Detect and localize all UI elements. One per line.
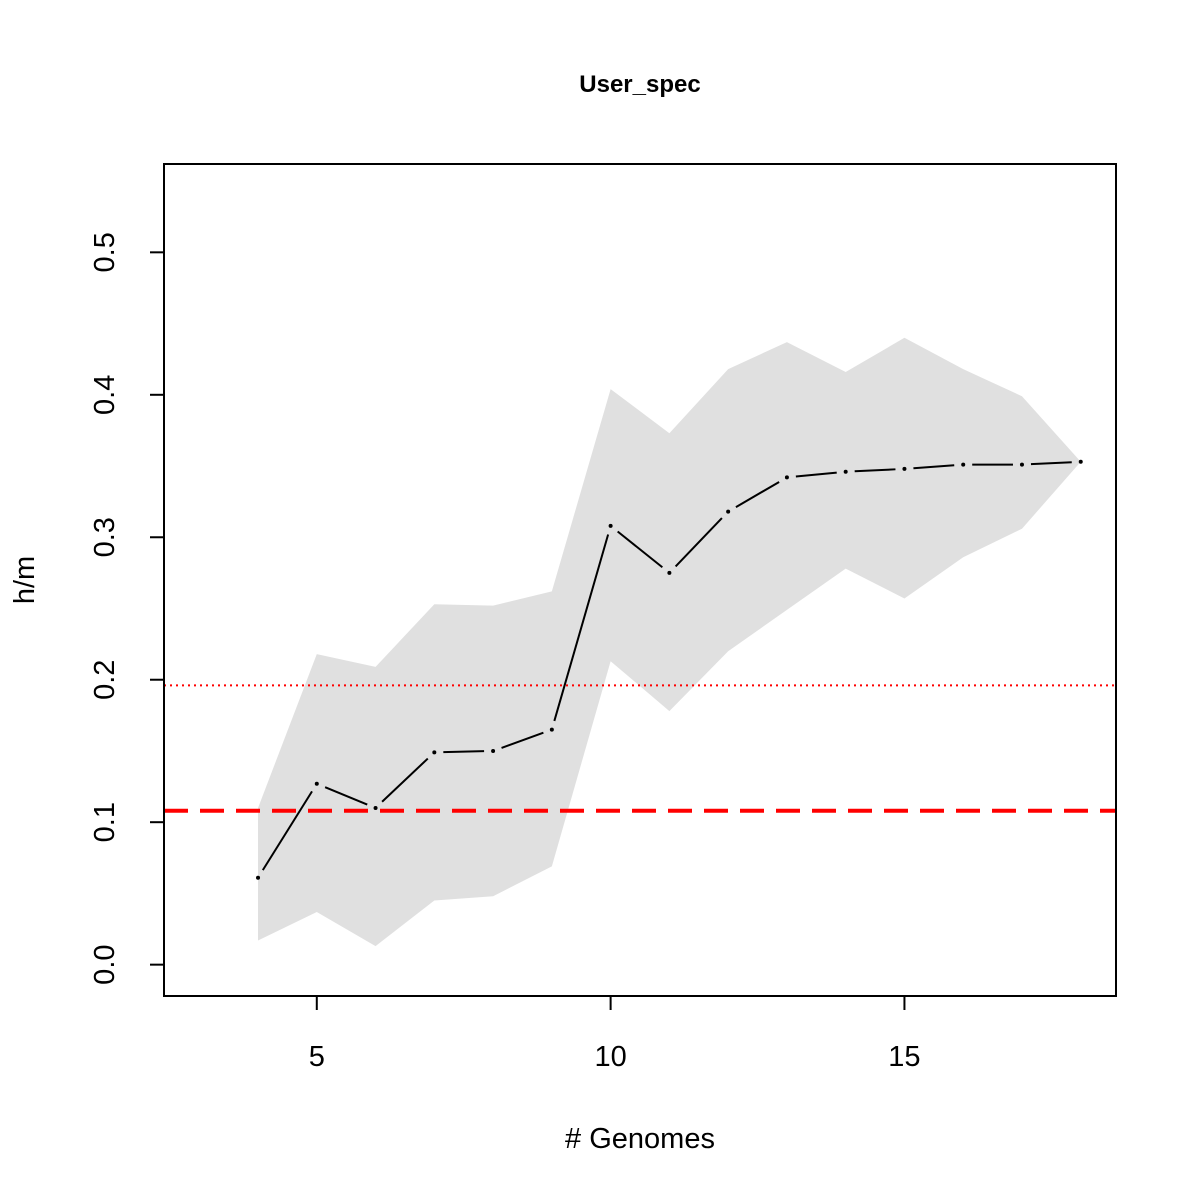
x-axis-label: # Genomes — [565, 1123, 715, 1155]
series-segment — [553, 534, 610, 722]
chart-title: User_spec — [579, 71, 700, 98]
y-tick-label: 0.2 — [89, 660, 121, 700]
series-segment — [854, 468, 896, 473]
data-point — [491, 748, 496, 753]
series-segment — [443, 750, 485, 754]
data-point — [726, 509, 731, 514]
y-tick-label: 0.0 — [89, 944, 121, 984]
series-segment — [501, 731, 544, 749]
y-tick-label: 0.4 — [89, 375, 121, 415]
y-tick-label: 0.3 — [89, 517, 121, 557]
data-point — [373, 805, 378, 810]
x-tick-label: 5 — [309, 1041, 325, 1073]
series-segment — [617, 530, 663, 569]
series-segment — [381, 757, 429, 803]
data-point — [843, 469, 848, 474]
series-segment — [261, 790, 313, 871]
data-point — [608, 523, 613, 528]
range-band — [258, 337, 1081, 947]
series-segment — [1030, 461, 1072, 466]
mean-series-segments — [261, 461, 1072, 871]
mean-series-points — [256, 459, 1083, 880]
x-tick-label: 10 — [594, 1041, 626, 1073]
series-segment — [913, 464, 955, 470]
data-point — [961, 462, 966, 467]
x-axis: 5 10 15 — [309, 995, 921, 1073]
y-tick-label: 0.1 — [89, 802, 121, 842]
data-point — [1078, 459, 1083, 464]
series-segment — [735, 481, 780, 508]
x-tick-label: 15 — [888, 1041, 920, 1073]
data-point — [432, 750, 437, 755]
data-point — [256, 875, 261, 880]
data-point — [1019, 462, 1024, 467]
y-tick-label: 0.5 — [89, 232, 121, 272]
data-point — [784, 475, 789, 480]
series-segment — [795, 471, 837, 478]
data-point — [314, 781, 319, 786]
series-segment — [324, 786, 368, 806]
y-axis: 0.0 0.1 0.2 0.3 0.4 0.5 — [89, 232, 165, 985]
data-point — [902, 466, 907, 471]
series-segment — [674, 517, 723, 568]
data-point — [667, 570, 672, 575]
data-point — [549, 727, 554, 732]
y-axis-label: h/m — [9, 556, 41, 604]
